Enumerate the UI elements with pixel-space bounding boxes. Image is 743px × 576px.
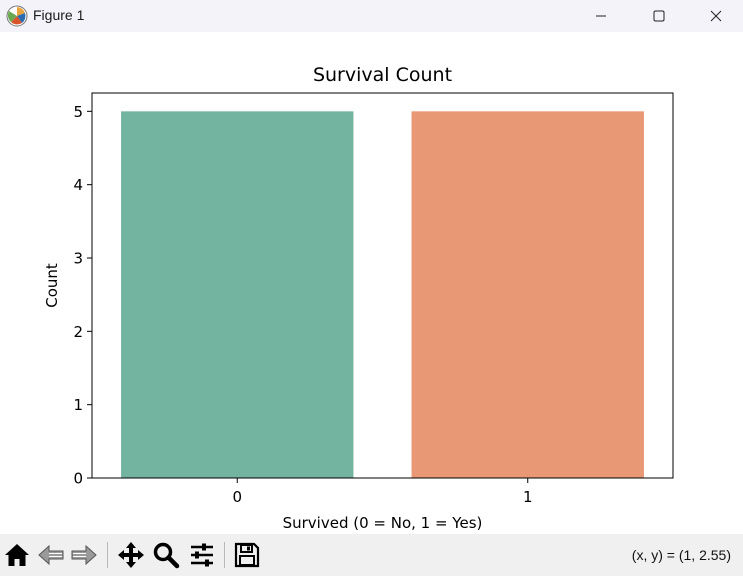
home-icon xyxy=(5,544,29,566)
forward-button[interactable] xyxy=(68,539,100,571)
configure-subplots-button[interactable] xyxy=(186,539,218,571)
window-titlebar: Figure 1 xyxy=(0,0,743,32)
y-tick-label: 1 xyxy=(73,396,83,414)
cursor-coordinates: (x, y) = (1, 2.55) xyxy=(631,547,731,563)
back-button[interactable] xyxy=(35,539,67,571)
y-tick-label: 5 xyxy=(73,103,83,121)
axes-frame xyxy=(91,92,674,479)
configure-subplots-icon xyxy=(191,543,213,567)
maximize-icon xyxy=(653,10,665,22)
save-floppy-icon xyxy=(234,542,260,568)
zoom-magnifier-icon xyxy=(153,542,180,569)
bar-chart: 0 1 2 3 4 5 0 1 Survival Count Survived (0 = N… xyxy=(43,64,674,532)
pan-button[interactable] xyxy=(115,539,147,571)
toolbar-separator xyxy=(224,542,225,568)
minimize-button[interactable] xyxy=(572,0,630,32)
toolbar-separator xyxy=(107,542,108,568)
forward-arrow-icon xyxy=(71,544,97,566)
y-tick-label: 3 xyxy=(73,250,83,268)
pan-move-icon xyxy=(118,542,144,568)
zoom-button[interactable] xyxy=(150,539,182,571)
figure-canvas[interactable]: 0 1 2 3 4 5 0 1 Survival Count Survived (0 = N… xyxy=(0,32,743,534)
x-tick-label: 1 xyxy=(523,488,533,506)
navigation-toolbar: (x, y) = (1, 2.55) xyxy=(0,534,743,576)
close-button[interactable] xyxy=(688,0,743,32)
bar-1 xyxy=(411,111,644,478)
bar-0 xyxy=(121,111,354,478)
y-axis-label: Count xyxy=(43,263,61,308)
x-axis-label: Survived (0 = No, 1 = Yes) xyxy=(283,514,483,532)
y-tick-label: 0 xyxy=(73,470,83,488)
window-title: Figure 1 xyxy=(33,7,85,23)
close-icon xyxy=(710,10,721,22)
y-tick-label: 2 xyxy=(73,323,83,341)
matplotlib-logo-icon xyxy=(6,5,28,27)
y-tick-label: 4 xyxy=(73,176,83,194)
home-button[interactable] xyxy=(1,539,33,571)
x-tick-label: 0 xyxy=(232,488,242,506)
chart-title: Survival Count xyxy=(313,64,452,86)
save-button[interactable] xyxy=(231,539,263,571)
maximize-button[interactable] xyxy=(630,0,688,32)
back-arrow-icon xyxy=(38,544,64,566)
minimize-icon xyxy=(596,15,606,17)
